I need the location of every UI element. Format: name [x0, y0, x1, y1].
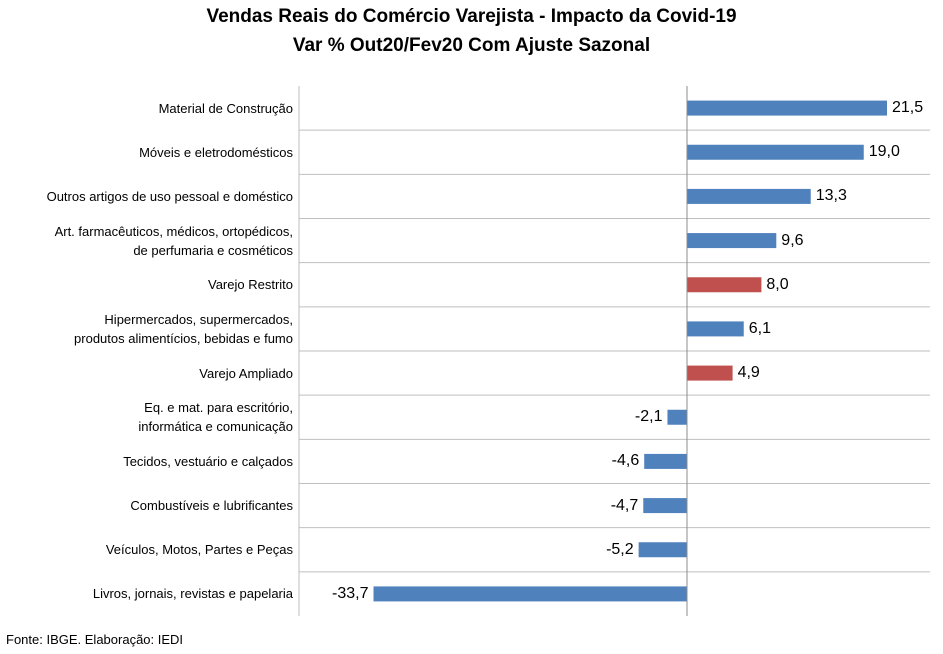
- bar: [687, 277, 762, 293]
- category-label: Varejo Ampliado: [199, 365, 293, 381]
- data-label: -2,1: [634, 408, 663, 426]
- category-label: Combustíveis e lubrificantes: [130, 498, 293, 514]
- data-label: 21,5: [892, 99, 924, 117]
- source-note: Fonte: IBGE. Elaboração: IEDI: [6, 632, 184, 647]
- bar: [643, 498, 687, 514]
- chart-subtitle: Var % Out20/Fev20 Com Ajuste Sazonal: [292, 35, 651, 56]
- bar: [687, 144, 864, 160]
- data-label: -5,2: [606, 540, 634, 558]
- category-label: Veículos, Motos, Partes e Peças: [105, 542, 293, 558]
- data-label: 6,1: [748, 319, 771, 337]
- data-label: -33,7: [332, 584, 369, 602]
- category-label: Hipermercados, supermercados, produtos al…: [74, 311, 293, 346]
- bar: [687, 100, 887, 116]
- category-label: Outros artigos de uso pessoal e doméstic…: [46, 188, 293, 204]
- bar: [373, 586, 687, 602]
- data-label: -4,6: [611, 452, 640, 470]
- category-label: Tecidos, vestuário e calçados: [123, 453, 293, 469]
- category-label: Livros, jornais, revistas e papelaria: [92, 586, 293, 602]
- category-label: Móveis e eletrodomésticos: [139, 144, 293, 160]
- category-label: Varejo Restrito: [207, 277, 293, 293]
- bar: [687, 321, 744, 337]
- chart-title: Vendas Reais do Comércio Varejista - Imp…: [206, 6, 737, 27]
- bar: [687, 365, 733, 381]
- bar: [667, 409, 687, 425]
- data-label: 9,6: [781, 231, 804, 249]
- category-label: Eq. e mat. para escritório, informática e…: [138, 400, 293, 435]
- bar: [687, 233, 777, 249]
- bar: [638, 542, 687, 558]
- category-label: Material de Construção: [158, 100, 293, 116]
- bar: [644, 453, 687, 469]
- category-label: Art. farmacêuticos, médicos, ortopédicos…: [54, 223, 293, 258]
- data-label: 19,0: [868, 143, 900, 161]
- data-label: 4,9: [737, 364, 760, 382]
- data-label: 8,0: [766, 275, 789, 293]
- data-label: 13,3: [815, 187, 847, 205]
- bar: [687, 188, 811, 204]
- data-label: -4,7: [610, 496, 639, 514]
